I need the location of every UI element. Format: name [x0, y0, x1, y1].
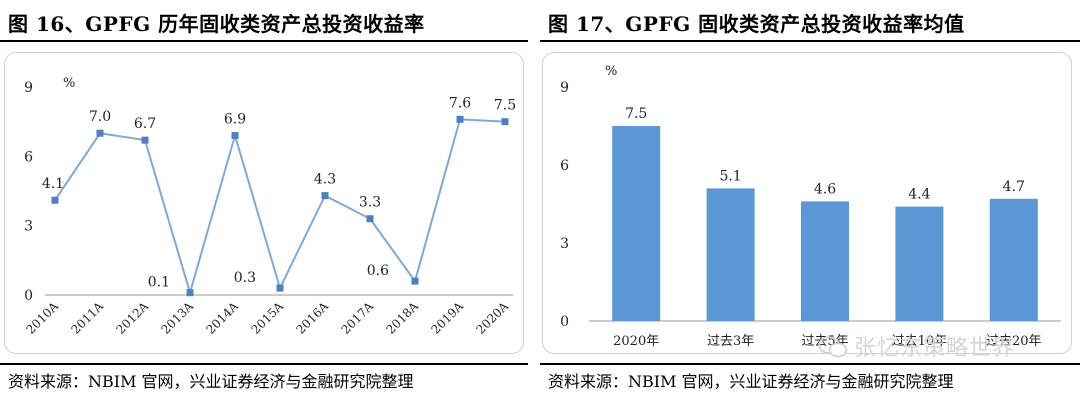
y-unit-label: %: [605, 64, 617, 79]
data-label: 4.3: [314, 172, 336, 188]
left-figure-panel: 图 16、GPFG 历年固收类资产总投资收益率 0 3 6 9% 4.1 7.0 6.7 0.…: [0, 0, 528, 400]
bar: [989, 198, 1038, 321]
y-tick-label: 3: [24, 219, 33, 235]
data-point: [366, 215, 374, 223]
right-chart-frame: 0 3 6 9% 7.5 2020年 5.1 过去3年 4.6 过去5年 4.4 过去10年 4.7 过去…: [542, 52, 1072, 354]
y-tick-label: 6: [560, 158, 569, 174]
x-tick-label: 2020A: [473, 299, 511, 337]
series-line: [54, 118, 506, 297]
data-point: [186, 289, 194, 297]
data-label: 3.3: [359, 195, 381, 211]
x-tick-label: 2017A: [338, 299, 376, 337]
bar: [895, 206, 944, 321]
data-point: [96, 129, 104, 137]
wechat-icon: [818, 336, 848, 358]
data-point: [411, 277, 419, 285]
watermark-text: 张忆东策略世界: [854, 336, 1016, 361]
x-tick-label: 过去20年: [986, 334, 1042, 349]
y-tick-label: 0: [560, 314, 569, 330]
left-chart-frame: 0 3 6 9% 4.1 7.0 6.7 0.1 6.9 0.3 4.3 3.3 0.6 7.6 7.5 20…: [4, 52, 524, 354]
data-label: 4.1: [42, 176, 64, 192]
y-unit-label: %: [63, 76, 75, 91]
data-point: [501, 118, 509, 126]
data-point: [51, 196, 59, 204]
right-figure-title: 图 17、GPFG 固收类资产总投资收益率均值: [548, 12, 965, 36]
left-figure-title: 图 16、GPFG 历年固收类资产总投资收益率: [8, 12, 425, 36]
data-point: [321, 192, 329, 200]
data-label: 6.9: [224, 112, 246, 128]
x-tick-label: 过去10年: [892, 334, 948, 349]
y-tick-label: 0: [24, 288, 33, 304]
watermark: 张忆东策略世界: [818, 330, 1015, 362]
line-chart: 0 3 6 9 % 4.1 7.0 6.7 0.1 6.9 0.3 4.3 3.3 0.6 7.6 7.5 20…: [23, 76, 516, 337]
data-point: [141, 136, 149, 144]
right-figure-panel: 图 17、GPFG 固收类资产总投资收益率均值 0 3 6 9% 7.5 2020年 5.1…: [540, 0, 1080, 400]
data-label: 0.1: [148, 275, 170, 291]
bar: [801, 201, 849, 321]
right-source-note: 资料来源：NBIM 官网，兴业证券经济与金融研究院整理: [548, 372, 954, 391]
x-tick-label: 2019A: [428, 299, 466, 337]
data-label: 4.7: [1003, 179, 1025, 195]
y-tick-label: 9: [560, 80, 569, 96]
data-label: 4.4: [908, 187, 930, 203]
x-tick-label: 2020年: [613, 334, 659, 349]
data-point: [231, 132, 239, 140]
y-tick-label: 3: [560, 236, 569, 252]
data-label: 0.6: [367, 263, 389, 279]
data-label: 0.3: [234, 270, 256, 286]
x-tick-label: 2016A: [293, 299, 331, 337]
x-tick-label: 2014A: [203, 299, 241, 337]
x-tick-label: 2010A: [23, 299, 61, 337]
data-label: 6.7: [134, 116, 156, 132]
right-source-rule: [540, 363, 1080, 365]
data-label: 4.6: [814, 181, 836, 197]
right-title-rule: [540, 40, 1080, 42]
y-tick-label: 9: [24, 80, 33, 96]
data-label: 7.0: [89, 109, 111, 125]
left-source-rule: [0, 363, 528, 365]
x-tick-label: 2012A: [113, 299, 151, 337]
x-tick-label: 2018A: [383, 299, 421, 337]
y-tick-label: 6: [24, 149, 33, 165]
bar-chart: 0369%7.52020年5.1过去3年4.6过去5年4.4过去10年4.7过去…: [560, 64, 1061, 349]
data-label: 7.5: [494, 98, 516, 114]
x-tick-label: 2013A: [158, 299, 196, 337]
data-point: [276, 284, 284, 292]
data-label: 7.6: [449, 95, 471, 111]
left-source-note: 资料来源：NBIM 官网，兴业证券经济与金融研究院整理: [8, 372, 414, 391]
data-point: [456, 115, 464, 123]
x-tick-label: 2015A: [248, 299, 286, 337]
x-tick-label: 过去3年: [707, 334, 754, 349]
left-title-rule: [0, 40, 528, 42]
bar: [612, 126, 661, 321]
data-label: 5.1: [719, 168, 741, 184]
bar: [706, 188, 755, 321]
x-tick-label: 2011A: [68, 299, 106, 337]
data-label: 7.5: [625, 106, 647, 122]
